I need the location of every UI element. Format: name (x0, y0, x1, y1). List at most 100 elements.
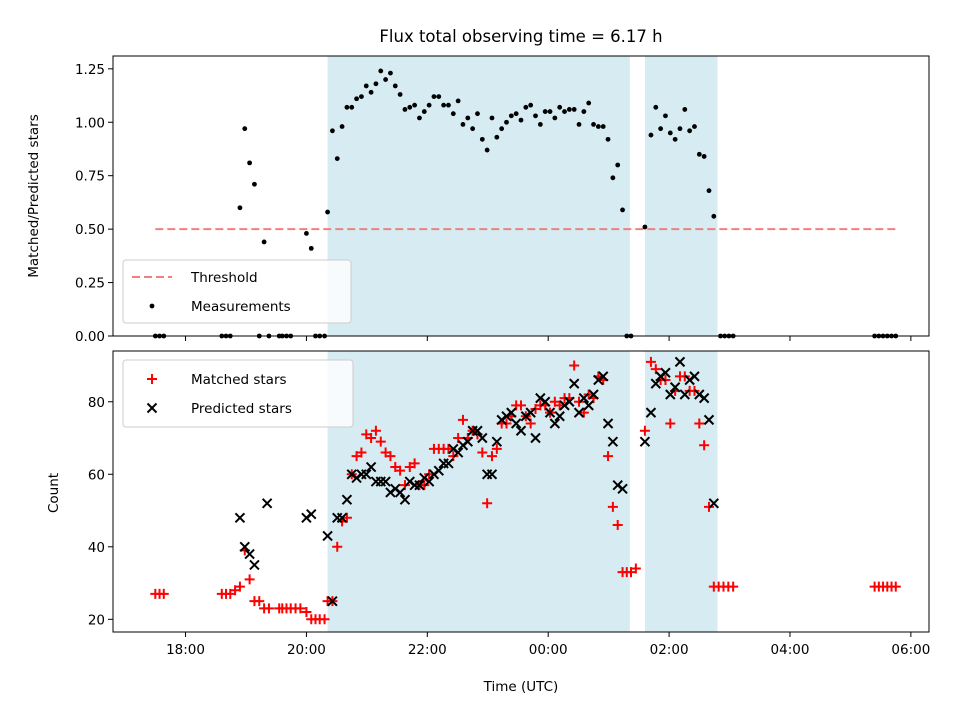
measurement-point (566, 107, 572, 112)
measurement-point (667, 130, 673, 136)
measurement-point (696, 151, 702, 157)
matched-star-point (301, 607, 312, 618)
predicted-star-point (650, 378, 661, 389)
measurement-point (237, 205, 243, 211)
predicted-star-point (703, 414, 715, 426)
measurement-point (417, 115, 422, 121)
measurement-point (330, 128, 335, 134)
matched-star-point (699, 440, 710, 451)
measurement-point (595, 124, 601, 129)
predicted-star-point (327, 595, 338, 607)
predicted-star-point (486, 469, 498, 480)
xtick-label: 20:00 (287, 642, 326, 658)
measurement-point (455, 98, 461, 104)
measurement-point (513, 111, 519, 117)
predicted-star-point (602, 418, 614, 429)
measurement-point (465, 115, 471, 121)
predicted-star-point (394, 487, 406, 498)
matched-star-point (319, 614, 330, 625)
top-ytick-label: 0.25 (75, 276, 105, 292)
top-ytick-label: 0.75 (75, 169, 105, 185)
measurement-point (304, 231, 309, 236)
measurement-point (373, 81, 379, 87)
matched-star-point (603, 451, 614, 462)
matched-star-point (639, 425, 650, 436)
measurement-point (504, 119, 509, 125)
measurement-point (547, 109, 553, 114)
measurement-point (518, 117, 524, 123)
predicted-star-point (530, 432, 541, 444)
predicted-star-point (515, 425, 527, 436)
measurement-point (711, 213, 717, 219)
measurement-point (479, 136, 485, 142)
measurement-point (392, 83, 398, 89)
legend-matched-label: Matched stars (191, 372, 287, 388)
measurement-point (261, 239, 267, 245)
measurement-point (339, 124, 345, 129)
predicted-star-point (462, 436, 474, 447)
top-ylabel: Matched/Predicted stars (26, 114, 42, 277)
top-ytick-label: 1.00 (75, 115, 105, 131)
measurement-point (397, 92, 403, 97)
measurement-point (470, 126, 476, 132)
measurement-point (672, 136, 678, 142)
measurement-point (542, 109, 548, 114)
bottom-ytick-label: 20 (88, 612, 105, 628)
bottom-ytick-label: 80 (88, 395, 105, 411)
predicted-star-point (674, 356, 686, 368)
matched-star-point (482, 498, 493, 509)
xtick-label: 00:00 (529, 642, 568, 658)
bottom-ylabel: Count (46, 473, 62, 513)
predicted-star-point (433, 465, 445, 476)
matched-star-point (516, 400, 526, 411)
matched-star-point (486, 451, 497, 462)
matched-star-point (554, 400, 565, 411)
predicted-star-point (423, 476, 435, 487)
predicted-star-point (568, 378, 580, 389)
measurement-point (552, 115, 558, 121)
measurement-point (421, 109, 427, 114)
measurement-point (242, 126, 248, 132)
measurement-point (701, 154, 707, 159)
legend-predicted-label: Predicted stars (191, 401, 292, 417)
predicted-star-point (399, 494, 411, 505)
bottom-panel: 20 40 60 80 18:00 20:00 22:00 00:00 02:00 04:00 06… (88, 350, 930, 658)
predicted-star-point (452, 447, 464, 458)
matched-star-point (569, 360, 580, 371)
predicted-star-point (239, 541, 250, 553)
matched-star-point (341, 512, 352, 523)
predicted-star-point (249, 559, 260, 571)
bottom-axes-frame (112, 350, 930, 633)
measurement-point (489, 115, 495, 121)
predicted-star-point (539, 396, 551, 407)
measurement-point (706, 188, 712, 194)
predicted-star-point (583, 400, 594, 411)
predicted-star-point (491, 436, 503, 447)
measurement-point (402, 107, 408, 112)
measurement-point (349, 104, 355, 110)
predicted-star-point (336, 512, 348, 523)
predicted-star-point (365, 461, 377, 473)
measurement-point (648, 132, 654, 138)
measurement-point (658, 126, 664, 132)
measurement-point (528, 102, 534, 108)
measurement-point (325, 209, 330, 215)
predicted-star-point (564, 396, 575, 407)
matched-star-point (385, 451, 396, 462)
measurement-point (383, 77, 389, 82)
measurement-point (605, 136, 611, 142)
measurement-point (533, 113, 538, 119)
measurement-point (653, 104, 659, 110)
measurement-point (484, 147, 490, 153)
predicted-star-point (708, 498, 720, 509)
measurement-point (407, 104, 413, 110)
predicted-star-point (669, 382, 681, 393)
measurement-point (388, 70, 393, 76)
measurement-point (591, 121, 596, 127)
predicted-star-point (261, 498, 273, 509)
top-legend-box (122, 259, 352, 324)
measurement-point (692, 124, 697, 129)
measurement-point (576, 121, 582, 127)
measurement-point (687, 128, 693, 134)
